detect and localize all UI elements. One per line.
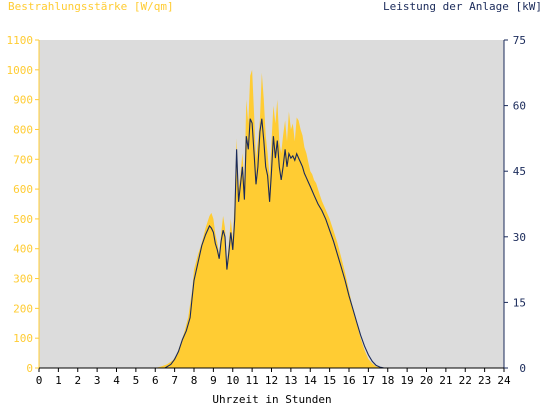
left-ticks-group: 0 100 200 300 400 500 600 700 800 900 1000 1100 (7, 34, 39, 375)
left-tick-label: 1100 (7, 34, 34, 47)
left-tick-label: 500 (13, 213, 33, 226)
x-tick-label: 2 (74, 374, 81, 387)
right-tick-label: 60 (513, 100, 526, 113)
x-tick-label: 3 (94, 374, 101, 387)
x-tick-label: 9 (210, 374, 217, 387)
x-tick-label: 15 (323, 374, 336, 387)
left-tick-label: 800 (13, 123, 33, 136)
left-tick-label: 600 (13, 183, 33, 196)
x-tick-label: 8 (191, 374, 198, 387)
left-tick-label: 200 (13, 302, 33, 315)
x-tick-label: 22 (459, 374, 472, 387)
x-tick-label: 12 (265, 374, 278, 387)
left-tick-label: 300 (13, 273, 33, 286)
left-tick-label: 400 (13, 243, 33, 256)
right-tick-label: 30 (513, 231, 526, 244)
right-tick-label: 45 (513, 165, 526, 178)
power-line (39, 118, 504, 369)
x-tick-label: 24 (497, 374, 511, 387)
x-tick-label: 23 (478, 374, 491, 387)
x-tick-label: 17 (362, 374, 375, 387)
right-tick-label: 0 (519, 362, 526, 375)
power-series-group (39, 118, 504, 369)
x-tick-label: 7 (171, 374, 178, 387)
right-axis-title: Leistung der Anlage [kW] (383, 0, 542, 13)
x-tick-label: 5 (133, 374, 140, 387)
x-tick-label: 20 (420, 374, 433, 387)
right-tick-label: 15 (513, 296, 526, 309)
x-tick-label: 4 (113, 374, 120, 387)
left-axis-title: Bestrahlungsstärke [W/qm] (8, 0, 174, 13)
x-ticks-group: 0 1 2 3 4 5 6 7 8 9 10 11 12 13 14 15 16 17 18 19 20 21 22 23 24 (36, 368, 511, 387)
x-axis-title: Uhrzeit in Stunden (212, 393, 332, 406)
x-tick-label: 21 (439, 374, 452, 387)
left-tick-label: 0 (26, 362, 33, 375)
left-tick-label: 700 (13, 153, 33, 166)
x-tick-label: 14 (304, 374, 318, 387)
x-tick-label: 16 (342, 374, 355, 387)
x-tick-label: 10 (226, 374, 239, 387)
left-tick-label: 900 (13, 94, 33, 107)
right-ticks-group: 0 15 30 45 60 75 (504, 34, 526, 375)
irradiance-area (155, 69, 396, 369)
left-tick-label: 100 (13, 332, 33, 345)
irradiance-series-group (155, 69, 396, 369)
x-tick-label: 0 (36, 374, 43, 387)
x-tick-label: 13 (284, 374, 297, 387)
x-tick-label: 19 (401, 374, 414, 387)
x-tick-label: 6 (152, 374, 159, 387)
right-tick-label: 75 (513, 34, 526, 47)
x-tick-label: 18 (381, 374, 394, 387)
x-tick-label: 1 (55, 374, 62, 387)
left-tick-label: 1000 (7, 64, 34, 77)
x-tick-label: 11 (246, 374, 259, 387)
